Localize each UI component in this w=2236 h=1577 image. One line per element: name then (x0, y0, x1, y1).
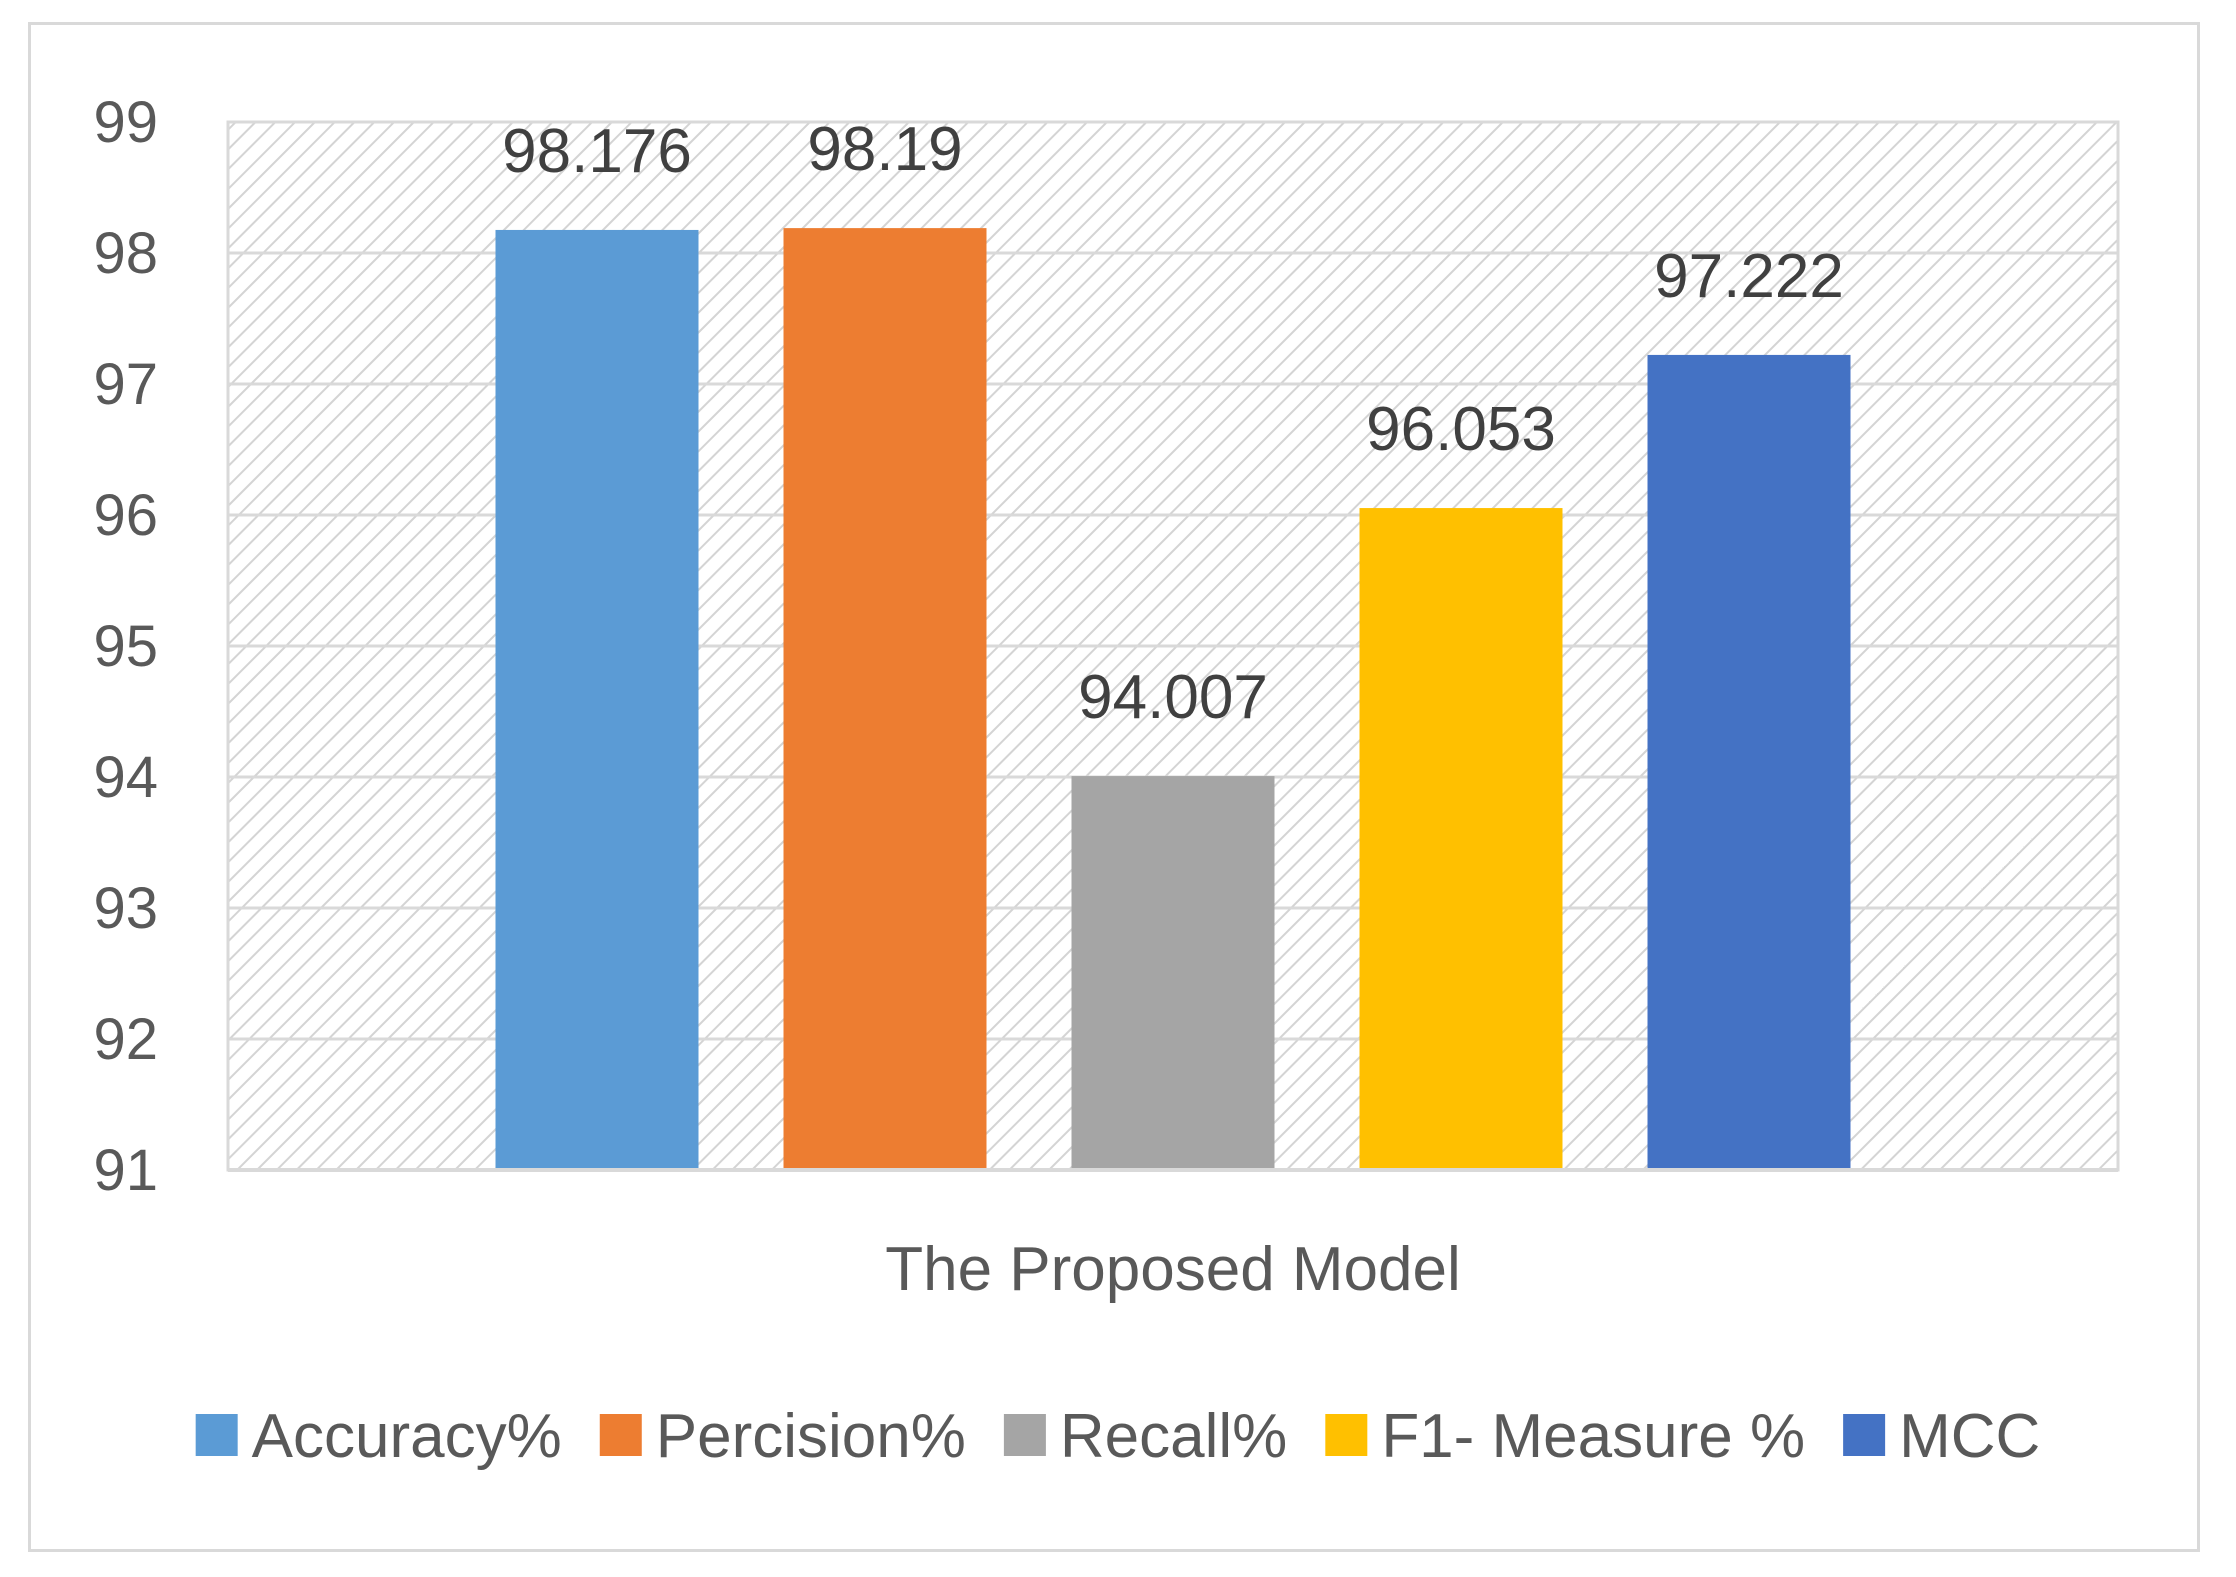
legend-label: Recall% (1060, 1402, 1287, 1471)
y-tick-label: 94 (93, 745, 158, 810)
x-axis: The Proposed Model (228, 1168, 2118, 1304)
legend-swatch (1003, 1414, 1046, 1456)
legend: Accuracy% Percision% Recall% F1- Measure % M… (195, 1402, 2040, 1471)
legend-item: MCC (1843, 1402, 2040, 1471)
y-tick-label: 91 (93, 1138, 158, 1203)
legend-swatch (195, 1414, 238, 1456)
legend-label: Accuracy% (252, 1402, 562, 1471)
legend-item: Recall% (1003, 1402, 1287, 1471)
data-labels: 98.176 98.19 94.007 96.053 97.222 (502, 115, 1844, 732)
data-label: 98.19 (807, 115, 962, 184)
legend-item: F1- Measure % (1325, 1402, 1805, 1471)
legend-swatch (1325, 1414, 1368, 1456)
data-label: 98.176 (502, 117, 692, 186)
bar (1071, 776, 1275, 1170)
legend-item: Accuracy% (195, 1402, 562, 1471)
data-label: 94.007 (1078, 663, 1268, 732)
bar (783, 228, 987, 1171)
bar (495, 229, 699, 1171)
bar (1359, 508, 1563, 1170)
x-category-label: The Proposed Model (885, 1235, 1461, 1304)
y-tick-label: 95 (93, 614, 158, 679)
legend-label: MCC (1899, 1402, 2040, 1471)
bar (1647, 354, 1851, 1171)
data-label: 97.222 (1654, 242, 1844, 311)
y-axis-ticks: 91 92 93 94 95 96 97 98 99 (93, 90, 158, 1203)
bars (495, 228, 1851, 1171)
legend-label: Percision% (656, 1402, 966, 1471)
legend-swatch (599, 1414, 642, 1456)
legend-label: F1- Measure % (1381, 1402, 1805, 1471)
legend-swatch (1843, 1414, 1886, 1456)
data-label: 96.053 (1366, 395, 1556, 464)
y-tick-label: 99 (93, 90, 158, 155)
y-tick-label: 93 (93, 876, 158, 941)
y-tick-label: 97 (93, 352, 158, 417)
y-tick-label: 96 (93, 483, 158, 548)
legend-item: Percision% (599, 1402, 966, 1471)
y-tick-label: 92 (93, 1007, 158, 1072)
y-tick-label: 98 (93, 221, 158, 286)
